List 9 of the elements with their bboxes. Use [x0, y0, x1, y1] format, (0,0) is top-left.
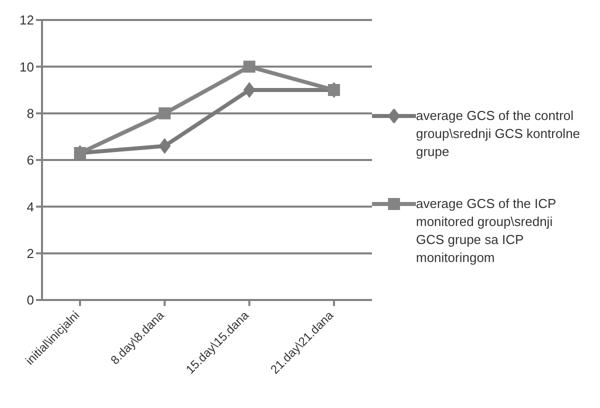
y-tick-label: 0: [26, 292, 34, 308]
legend-label: average GCS of the ICP monitored group\srednji GCS grupe sa ICP monitoringom: [416, 195, 557, 267]
legend-label: average GCS of the control group\srednji GCS kontrolne grupe: [416, 107, 582, 161]
y-tick-label: 6: [26, 152, 34, 168]
y-tick-label: 4: [26, 199, 34, 214]
y-tick-label: 10: [20, 59, 34, 74]
y-tick-label: 8: [26, 106, 34, 121]
y-tick-label: 12: [20, 12, 34, 28]
y-tick-label: 2: [26, 246, 34, 261]
